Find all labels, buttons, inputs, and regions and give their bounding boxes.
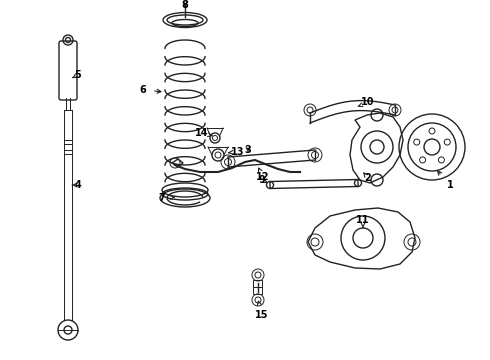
Text: 15: 15 [255, 301, 269, 320]
Text: 1: 1 [438, 171, 453, 190]
Text: 8: 8 [182, 0, 189, 10]
Text: 14: 14 [195, 128, 212, 138]
Text: 2: 2 [364, 173, 371, 183]
Text: 6: 6 [140, 85, 161, 95]
Text: 4: 4 [73, 180, 81, 190]
Text: 10: 10 [358, 97, 375, 107]
Text: 9: 9 [259, 175, 267, 185]
Text: 11: 11 [356, 215, 370, 228]
Text: 12: 12 [256, 168, 270, 182]
Text: 7: 7 [159, 193, 174, 203]
Text: 5: 5 [73, 70, 81, 80]
Text: 3: 3 [245, 145, 251, 155]
Text: 13: 13 [228, 147, 245, 157]
